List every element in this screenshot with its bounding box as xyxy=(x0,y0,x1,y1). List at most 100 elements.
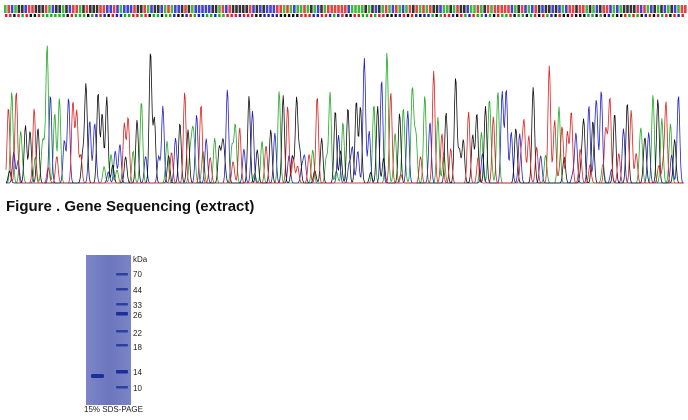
base-call-letter-mark xyxy=(271,14,274,17)
base-call-cell xyxy=(276,5,279,13)
base-call-letter-mark xyxy=(54,14,57,17)
base-call-cell xyxy=(629,5,633,13)
base-call-letter-mark xyxy=(460,14,463,17)
base-call-cell xyxy=(609,5,612,13)
base-call-letter-mark xyxy=(66,14,69,17)
base-call-letter-mark xyxy=(456,14,459,17)
base-call-letter-mark xyxy=(300,14,303,17)
marker-label-70: 70 xyxy=(133,270,142,279)
base-call-cell xyxy=(415,5,418,13)
base-call-cell xyxy=(381,5,384,13)
base-call-cell xyxy=(531,5,534,13)
base-call-letter-mark xyxy=(169,14,172,17)
base-call-letter-mark xyxy=(615,14,619,17)
base-call-letter-mark xyxy=(82,14,86,17)
base-call-letter-mark xyxy=(628,14,631,17)
base-call-letter-mark xyxy=(398,14,401,17)
base-call-letter-mark xyxy=(115,14,119,17)
base-call-cell xyxy=(24,5,27,13)
base-call-letter-mark xyxy=(333,14,336,17)
base-call-letter-mark xyxy=(648,14,652,17)
base-call-cell xyxy=(146,5,150,13)
base-call-letter-mark xyxy=(415,14,418,17)
base-call-cell xyxy=(310,5,313,13)
base-call-letter-mark xyxy=(320,14,324,17)
base-call-cell xyxy=(265,5,269,13)
base-call-letter-mark xyxy=(189,14,192,17)
base-call-cell xyxy=(520,5,524,13)
base-call-letter-mark xyxy=(296,14,299,17)
base-call-letter-mark xyxy=(632,14,635,17)
base-call-letter-mark xyxy=(410,14,414,17)
base-call-letter-mark xyxy=(193,14,196,17)
base-call-letter-mark xyxy=(70,14,73,17)
base-call-letter-mark xyxy=(382,14,385,17)
base-call-letter-mark xyxy=(107,14,110,17)
base-call-cell xyxy=(303,5,306,13)
marker-label-26: 26 xyxy=(133,311,142,320)
base-call-letter-mark xyxy=(242,14,246,17)
base-call-letter-mark xyxy=(21,14,24,17)
base-call-cell xyxy=(653,5,656,13)
base-call-cell xyxy=(201,5,204,13)
base-call-cell xyxy=(670,5,673,13)
base-call-letter-mark xyxy=(201,14,205,17)
base-call-cell xyxy=(255,5,259,13)
base-call-cell xyxy=(245,5,248,13)
base-call-cell xyxy=(633,5,636,13)
base-call-letter-mark xyxy=(587,14,590,17)
base-call-cell xyxy=(466,5,469,13)
base-call-letter-mark xyxy=(603,14,606,17)
base-call-cell xyxy=(561,5,565,13)
base-call-cell xyxy=(432,5,435,13)
base-call-cell xyxy=(38,5,41,13)
base-call-cell xyxy=(680,5,684,13)
base-call-cell xyxy=(191,5,194,13)
base-call-letter-mark xyxy=(132,14,135,17)
base-call-cell xyxy=(371,5,374,13)
base-call-cell xyxy=(204,5,208,13)
base-call-letter-mark xyxy=(37,14,41,17)
base-call-letter-mark xyxy=(624,14,627,17)
base-call-cell xyxy=(350,5,354,13)
base-call-letter-mark xyxy=(497,14,500,17)
kda-label: kDa xyxy=(133,255,148,264)
base-call-cell xyxy=(78,5,82,13)
base-call-letter-mark xyxy=(574,14,578,17)
base-call-letter-mark xyxy=(443,14,447,17)
ladder-band xyxy=(116,370,128,374)
base-call-letter-mark xyxy=(550,14,553,17)
base-call-cell xyxy=(194,5,197,13)
ladder-band xyxy=(116,312,128,316)
marker-label-22: 22 xyxy=(133,329,142,338)
base-call-cell xyxy=(51,5,55,13)
base-call-cell xyxy=(592,5,595,13)
base-call-letter-mark xyxy=(378,14,381,17)
base-call-letter-mark xyxy=(91,14,94,17)
base-call-cell xyxy=(330,5,333,13)
base-call-cell xyxy=(272,5,276,13)
base-call-cell xyxy=(405,5,408,13)
base-call-letter-mark xyxy=(304,14,307,17)
base-call-cell xyxy=(136,5,140,13)
marker-ladder xyxy=(116,273,128,389)
base-call-cell xyxy=(289,5,293,13)
base-call-cell xyxy=(17,5,21,13)
base-call-cell xyxy=(34,5,38,13)
base-call-letter-mark xyxy=(103,14,106,17)
base-call-letter-mark xyxy=(439,14,442,17)
base-call-cell xyxy=(602,5,605,13)
base-call-letter-mark xyxy=(292,14,295,17)
base-call-cell xyxy=(473,5,476,13)
base-call-letter-mark xyxy=(509,14,512,17)
base-call-letter-mark xyxy=(238,14,242,17)
base-call-letter-mark xyxy=(353,14,356,17)
base-call-letter-mark xyxy=(365,14,369,17)
base-call-letter-mark xyxy=(283,14,287,17)
base-call-cell xyxy=(170,5,174,13)
base-call-letter-mark xyxy=(5,14,8,17)
base-call-cell xyxy=(435,5,439,13)
base-call-letters xyxy=(5,14,684,17)
base-call-letter-mark xyxy=(17,14,20,17)
figure-title: Figure . Gene Sequencing (extract) xyxy=(6,198,255,215)
